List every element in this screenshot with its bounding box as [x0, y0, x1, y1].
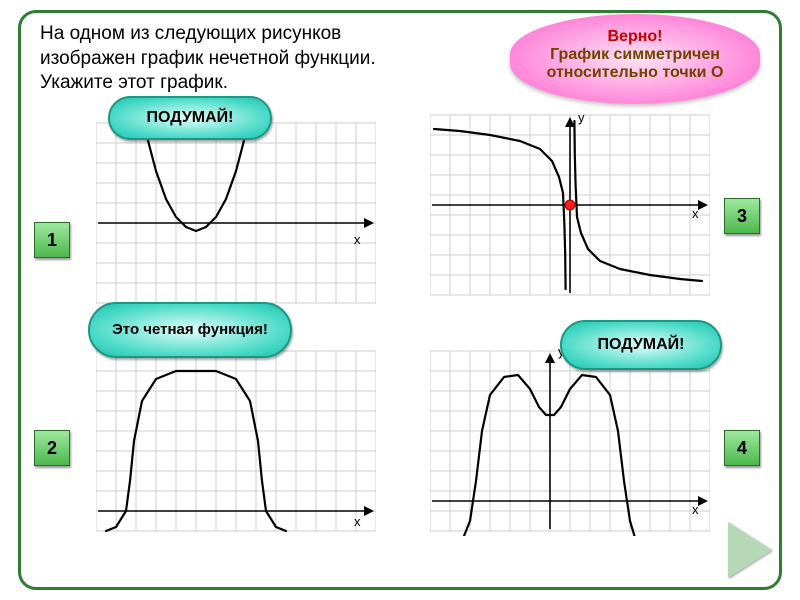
- axis-x-label-1: х: [354, 232, 361, 247]
- axis-x-label-3: х: [692, 206, 699, 221]
- badge-think-1: ПОДУМАЙ!: [108, 96, 272, 140]
- answer-button-3[interactable]: 3: [724, 198, 760, 234]
- graph-panel-2: х: [96, 346, 376, 536]
- answer-button-4[interactable]: 4: [724, 430, 760, 466]
- graph-panel-4: х у: [430, 346, 710, 536]
- callout-line2: График симметричен относительно точки О: [520, 46, 750, 82]
- next-button[interactable]: [728, 522, 772, 578]
- answer-button-2[interactable]: 2: [34, 430, 70, 466]
- question-text: На одном из следующих рисунков изображен…: [40, 22, 410, 96]
- axis-y-label-3: у: [578, 110, 585, 125]
- badge-think-2: ПОДУМАЙ!: [560, 320, 722, 370]
- graph-panel-1: х: [96, 118, 376, 308]
- badge-even-function: Это четная функция!: [88, 302, 292, 358]
- callout-line1: Верно!: [520, 28, 750, 46]
- feedback-callout: Верно! График симметричен относительно т…: [510, 14, 760, 104]
- answer-button-1[interactable]: 1: [34, 222, 70, 258]
- axis-x-label-4: х: [692, 502, 699, 517]
- graph-panel-3: х у: [430, 110, 710, 300]
- axis-x-label-2: х: [354, 514, 361, 529]
